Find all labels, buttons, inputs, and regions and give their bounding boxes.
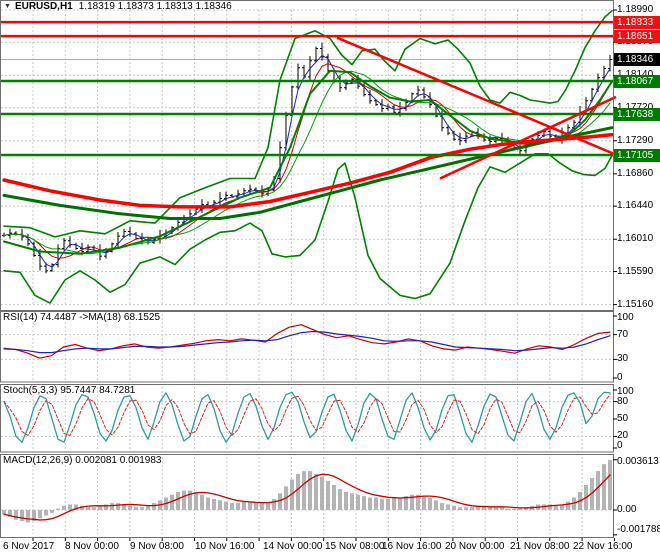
symbol-dropdown-icon[interactable]: ▼ (4, 3, 11, 10)
stoch-tick-label: 20 (617, 430, 629, 442)
stoch-tick-label: 100 (617, 385, 634, 397)
price-badge: 1.18833 (614, 15, 660, 29)
price-badge: 1.17105 (614, 148, 660, 162)
time-label: 20 Nov 00:00 (445, 541, 505, 552)
rsi-tick-label: 70 (617, 328, 629, 340)
price-tick-label: 1.16860 (617, 167, 654, 179)
price-tick-label: 1.17720 (617, 102, 653, 114)
ohlc-readout: 1.18319 1.18373 1.18313 1.18346 (78, 1, 232, 12)
stoch-tick-label: 0 (617, 440, 623, 451)
macd-indicator-label: MACD(12,26,9) 0.002081 0.001983 (3, 455, 162, 466)
macd-tick-label: 0.003613 (617, 456, 659, 467)
price-badge: 1.18067 (614, 74, 660, 88)
price-tick-label: 1.16440 (617, 200, 654, 212)
rsi-indicator-label: RSI(14) 74.4487 ->MA(18) 68.1525 (3, 312, 161, 323)
price-badge: 1.18346 (614, 53, 660, 67)
time-label: 16 Nov 16:00 (382, 541, 442, 552)
time-label: 21 Nov 08:00 (510, 541, 570, 552)
stoch-tick-label: 80 (617, 395, 629, 407)
macd-tick-label: -0.001788 (617, 524, 660, 535)
time-label: 15 Nov 08:00 (325, 541, 385, 552)
symbol-timeframe: EURUSD,H1 (14, 1, 73, 12)
time-label: 8 Nov 00:00 (65, 541, 119, 552)
stoch-indicator-label: Stoch(5,3,3) 95.7447 84.7281 (3, 385, 136, 396)
time-label: 10 Nov 16:00 (195, 541, 255, 552)
price-tick-label: 1.18990 (617, 4, 654, 15)
price-badge: 1.17638 (614, 107, 660, 121)
macd-tick-label: 0.00 (617, 504, 637, 515)
time-label: 6 Nov 2017 (3, 541, 55, 552)
price-tick-label: 1.15160 (617, 298, 654, 310)
chart-title: ▼ EURUSD,H1 1.18319 1.18373 1.18313 1.1834… (4, 1, 232, 13)
time-label: 22 Nov 16:00 (573, 541, 633, 552)
rsi-tick-label: 30 (617, 353, 629, 365)
rsi-tick-label: 100 (617, 312, 634, 323)
price-badge: 1.18651 (614, 29, 660, 43)
time-label: 9 Nov 08:00 (130, 541, 184, 552)
price-tick-label: 1.17290 (617, 134, 654, 146)
price-tick-label: 1.15590 (617, 265, 654, 277)
rsi-tick-label: 0 (617, 372, 623, 383)
time-label: 14 Nov 00:00 (263, 541, 323, 552)
stoch-tick-label: 50 (617, 413, 629, 424)
price-tick-label: 1.16010 (617, 233, 654, 245)
